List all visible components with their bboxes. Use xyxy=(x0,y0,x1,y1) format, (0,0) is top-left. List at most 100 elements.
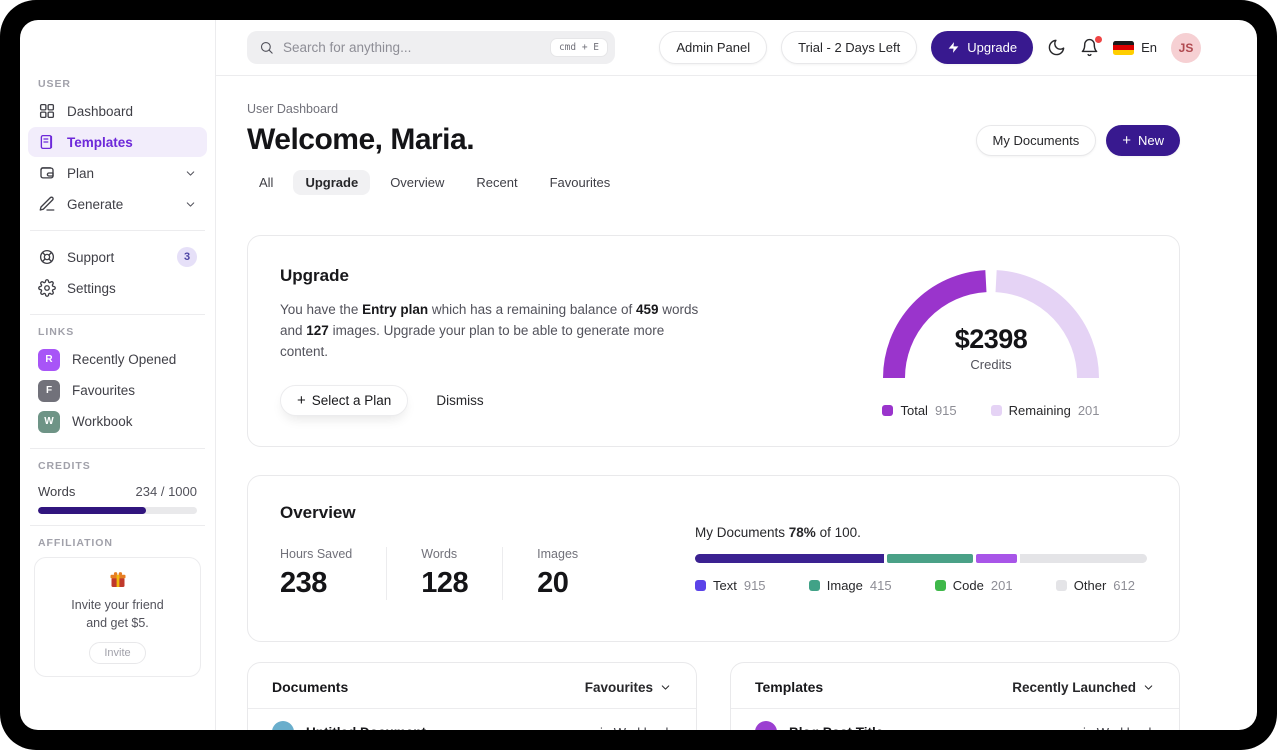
chevron-down-icon xyxy=(1144,684,1153,690)
affiliation-text-line1: Invite your friend xyxy=(71,598,164,612)
search-bar[interactable]: cmd + E xyxy=(247,31,615,64)
stat-images: Images 20 xyxy=(502,547,612,600)
select-plan-label: Select a Plan xyxy=(311,392,392,408)
legend-item-other: Other 612 xyxy=(1055,578,1135,593)
overview-legend-swatch xyxy=(808,580,820,591)
chevron-down-icon xyxy=(184,167,197,180)
language-label: En xyxy=(1141,40,1157,55)
templates-row-avatar xyxy=(755,721,777,730)
admin-panel-button[interactable]: Admin Panel xyxy=(659,31,768,64)
gauge-svg xyxy=(883,270,1099,379)
search-input[interactable] xyxy=(283,40,541,55)
dismiss-button[interactable]: Dismiss xyxy=(436,392,484,408)
tab-favourites[interactable]: Favourites xyxy=(549,175,611,190)
my-documents-button[interactable]: My Documents xyxy=(975,124,1097,156)
dark-mode-toggle[interactable] xyxy=(1047,38,1066,57)
sidebar-item-label: Generate xyxy=(67,196,124,212)
templates-document-icon xyxy=(38,133,56,151)
sidebar-section-links: LINKS xyxy=(38,326,75,338)
germany-flag-icon xyxy=(1113,40,1135,55)
documents-filter-dropdown[interactable]: Favourites xyxy=(585,680,672,695)
language-switcher[interactable]: En xyxy=(1113,40,1157,55)
trial-button[interactable]: Trial - 2 Days Left xyxy=(781,31,918,64)
support-badge: 3 xyxy=(177,247,197,267)
stat-words: Words 128 xyxy=(386,547,502,600)
tab-upgrade[interactable]: Upgrade xyxy=(293,170,371,195)
legend-item-total: Total 915 xyxy=(882,403,957,418)
notifications-button[interactable] xyxy=(1080,36,1103,57)
gauge-legend-swatch xyxy=(990,405,1002,416)
sidebar-item-label: Support xyxy=(67,249,115,265)
stacked-bar xyxy=(695,554,1147,563)
sidebar-item-generate[interactable]: Generate xyxy=(28,189,207,219)
wallet-icon xyxy=(38,164,56,182)
sidebar-link-recently-opened[interactable]: R Recently Opened xyxy=(28,344,207,375)
legend-item-remaining: Remaining 201 xyxy=(990,403,1100,418)
document-row[interactable]: Untitled Document in Workbook xyxy=(248,709,696,730)
documents-usage-chart: My Documents 78% of 100. Text 915 Image xyxy=(695,525,1147,593)
legend-item-image: Image 415 xyxy=(808,578,892,593)
sidebar-item-templates[interactable]: Templates xyxy=(28,127,207,157)
gift-icon xyxy=(108,570,128,590)
stacked-bar-segment xyxy=(887,554,973,563)
sidebar-divider xyxy=(30,230,205,231)
link-initial: W xyxy=(38,410,60,433)
credits-label: Words xyxy=(38,484,76,499)
sidebar-divider xyxy=(30,448,205,449)
template-row[interactable]: Blog Post Title in Workbook xyxy=(731,709,1179,730)
select-plan-button[interactable]: + Select a Plan xyxy=(280,384,409,416)
usage-progress-text: My Documents 78% of 100. xyxy=(695,525,861,540)
tab-recent[interactable]: Recent xyxy=(476,175,518,190)
dashboard-grid-icon xyxy=(38,102,56,120)
bolt-icon xyxy=(948,42,959,53)
link-initial: F xyxy=(38,379,60,402)
sidebar-link-label: Workbook xyxy=(72,414,133,429)
moon-icon xyxy=(1048,39,1065,56)
credits-gauge-chart: $2398 Credits Total 915 xyxy=(871,266,1111,418)
upgrade-button[interactable]: Upgrade xyxy=(931,31,1034,64)
plus-icon: + xyxy=(1122,131,1131,149)
page-title: Welcome, Maria. xyxy=(247,123,475,156)
link-initial: R xyxy=(38,348,60,371)
documents-card-title: Documents xyxy=(272,679,349,695)
sidebar-item-dashboard[interactable]: Dashboard xyxy=(28,96,207,126)
app-window: USER Dashboard Templates Plan xyxy=(20,20,1257,730)
breadcrumb: User Dashboard xyxy=(247,102,339,116)
sidebar-item-label: Dashboard xyxy=(67,103,134,119)
sidebar-section-user: USER xyxy=(38,78,71,90)
credits-progress-fill xyxy=(38,507,147,514)
usage-legend: Text 915 Image 415 Code 20 xyxy=(695,578,1147,593)
topbar: cmd + E Admin Panel Trial - 2 Days Left … xyxy=(216,20,1257,76)
sidebar-item-plan[interactable]: Plan xyxy=(28,158,207,188)
overview-stats: Hours Saved 238 Words 128 Images 20 xyxy=(280,547,612,600)
templates-filter-dropdown[interactable]: Recently Launched xyxy=(1012,680,1155,695)
stacked-bar-segment xyxy=(695,554,885,563)
sidebar: USER Dashboard Templates Plan xyxy=(20,20,216,730)
sidebar-item-support[interactable]: Support 3 xyxy=(28,242,207,272)
gauge-arc xyxy=(995,270,1099,379)
sidebar-link-favourites[interactable]: F Favourites xyxy=(28,375,207,406)
avatar[interactable]: JS xyxy=(1171,32,1201,63)
upgrade-card: Upgrade You have the Entry plan which ha… xyxy=(247,235,1180,447)
sidebar-link-workbook[interactable]: W Workbook xyxy=(28,406,207,437)
invite-button[interactable]: Invite xyxy=(89,642,146,665)
search-icon xyxy=(260,41,273,54)
gauge-legend: Total 915 Remaining 201 xyxy=(882,403,1100,418)
documents-card: Documents Favourites Untitled Document i… xyxy=(247,662,697,730)
new-button[interactable]: + New xyxy=(1106,124,1180,156)
sidebar-link-label: Recently Opened xyxy=(72,352,177,367)
overview-legend-swatch xyxy=(1055,580,1067,591)
affiliation-text-line2: and get $5. xyxy=(86,616,149,631)
tab-all[interactable]: All xyxy=(259,175,274,190)
legend-item-text: Text 915 xyxy=(695,578,766,593)
affiliation-card: Invite your friend and get $5. Invite xyxy=(34,557,201,678)
sidebar-item-label: Plan xyxy=(67,165,95,181)
lifebuoy-icon xyxy=(38,248,56,266)
sidebar-item-settings[interactable]: Settings xyxy=(28,273,207,303)
upgrade-card-body: You have the Entry plan which has a rema… xyxy=(280,302,699,359)
chevron-down-icon xyxy=(184,198,197,211)
stacked-bar-segment xyxy=(975,554,1018,563)
tab-overview[interactable]: Overview xyxy=(390,175,445,190)
overview-legend-swatch xyxy=(934,580,946,591)
main-content: User Dashboard Welcome, Maria. My Docume… xyxy=(216,76,1257,730)
